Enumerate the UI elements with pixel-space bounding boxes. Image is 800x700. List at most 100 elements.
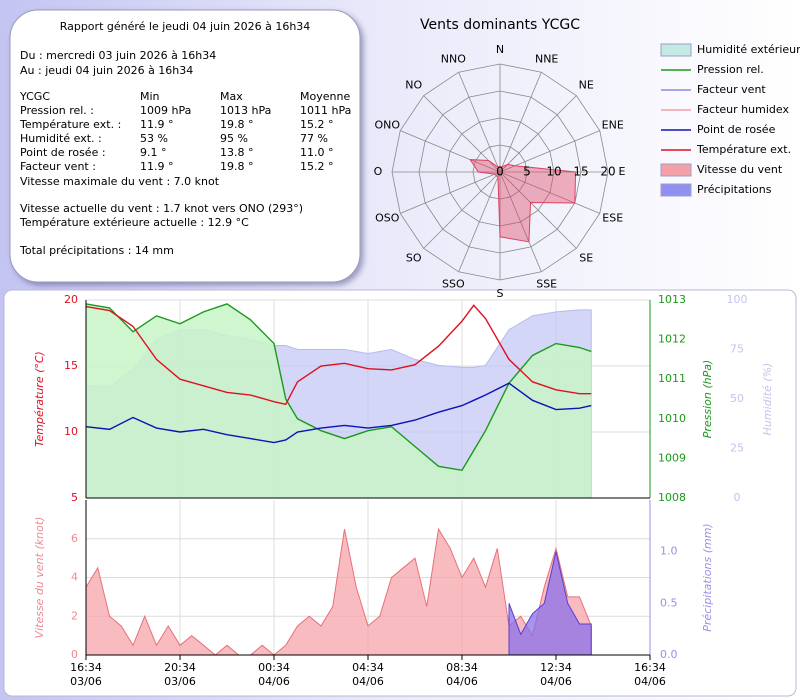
y2-tick-label: 1011: [658, 372, 686, 385]
rose-tick-label: 0: [496, 165, 504, 179]
legend-label: Précipitations: [697, 183, 772, 196]
table-header: Moyenne: [300, 90, 350, 103]
x-tick-label: 00:34 04/06: [258, 661, 290, 688]
table-cell: Humidité ext. :: [20, 132, 102, 145]
report-current-wind: Vitesse actuelle du vent : 1.7 knot vers…: [20, 202, 303, 215]
legend-swatch: [660, 43, 692, 57]
table-cell: 9.1 °: [140, 146, 167, 159]
table-header: YCGC: [19, 90, 50, 103]
table-cell: 95 %: [220, 132, 248, 145]
rose-direction: OSO: [375, 212, 400, 225]
table-header: Max: [220, 90, 243, 103]
rose-spoke: [423, 171, 501, 249]
series-line: [85, 382, 592, 444]
y-tick-label: 5: [71, 491, 78, 504]
legend-swatch: [660, 163, 692, 177]
y3-tick-label: 100: [727, 293, 748, 306]
report-title: Rapport généré le jeudi 04 juin 2026 à 1…: [60, 20, 311, 33]
y2-axis-title: Précipitations (mm): [701, 523, 714, 631]
rose-spoke: [499, 171, 577, 249]
y-tick-label: 10: [64, 425, 78, 438]
table-cell: 15.2 °: [300, 160, 334, 173]
report-current-temp: Température extérieure actuelle : 12.9 °…: [19, 216, 249, 229]
rose-direction: SE: [579, 251, 593, 264]
rose-title: Vents dominants YCGC: [420, 17, 580, 33]
rose-direction: NNE: [535, 52, 558, 65]
y2-tick-label: 1013: [658, 293, 686, 306]
y-tick-label: 20: [64, 293, 78, 306]
report-total-rain: Total précipitations : 14 mm: [19, 244, 174, 257]
rose-spoke: [423, 95, 501, 173]
table-cell: 11.9 °: [140, 118, 174, 131]
y2-tick-label: 1009: [658, 451, 686, 464]
rose-spoke: [400, 171, 501, 214]
y3-tick-label: 75: [730, 343, 744, 356]
legend-label: Humidité extérieure: [697, 43, 800, 56]
table-cell: 11.0 °: [300, 146, 334, 159]
rose-spoke: [499, 171, 542, 272]
table-cell: 19.8 °: [220, 160, 254, 173]
rose-tick-label: 20: [600, 165, 615, 179]
y2-tick-label: 0.5: [660, 596, 678, 609]
legend-label: Pression rel.: [697, 63, 764, 76]
rose-direction: SO: [406, 251, 422, 264]
table-cell: 13.8 °: [220, 146, 254, 159]
legend-label: Facteur vent: [697, 83, 766, 96]
report-from: Du : mercredi 03 juin 2026 à 16h34: [20, 49, 216, 62]
y2-tick-label: 1008: [658, 491, 686, 504]
rose-direction: NO: [405, 79, 422, 92]
table-cell: Pression rel. :: [20, 104, 94, 117]
y3-tick-label: 50: [730, 392, 744, 405]
rose-spoke: [499, 171, 600, 214]
y2-tick-label: 1012: [658, 333, 686, 346]
table-cell: 1009 hPa: [140, 104, 191, 117]
table-cell: 15.2 °: [300, 118, 334, 131]
series-line: [85, 304, 592, 406]
y-tick-label: 0: [71, 648, 78, 661]
y2-tick-label: 1.0: [660, 545, 678, 558]
x-tick-label: 04:34 04/06: [352, 661, 384, 688]
y-tick-label: 15: [64, 359, 78, 372]
x-tick-label: 08:34 04/06: [446, 661, 478, 688]
table-cell: 77 %: [300, 132, 328, 145]
legend-label: Facteur humidex: [697, 103, 789, 116]
y2-tick-label: 1010: [658, 412, 686, 425]
legend-label: Température ext.: [696, 143, 791, 156]
report-max-wind: Vitesse maximale du vent : 7.0 knot: [20, 175, 220, 188]
rose-spoke: [499, 72, 542, 173]
y3-tick-label: 25: [730, 442, 744, 455]
y-tick-label: 2: [71, 609, 78, 622]
table-cell: 11.9 °: [140, 160, 174, 173]
y-tick-label: 4: [71, 571, 78, 584]
report-to: Au : jeudi 04 juin 2026 à 16h34: [20, 64, 193, 77]
rose-spoke: [499, 130, 600, 173]
y-tick-label: 6: [71, 532, 78, 545]
rose-direction: O: [374, 165, 383, 178]
x-tick-label: 20:34 03/06: [164, 661, 196, 688]
rose-tick-label: 10: [546, 165, 561, 179]
table-cell: Température ext. :: [19, 118, 121, 131]
rose-direction: N: [496, 43, 504, 56]
rose-direction: SSE: [536, 278, 557, 291]
rose-polygon: [469, 159, 577, 243]
x-tick-label: 16:34 03/06: [70, 661, 102, 688]
rose-spoke: [499, 95, 577, 173]
table-cell: 19.8 °: [220, 118, 254, 131]
series-area: [86, 303, 592, 498]
table-cell: 1013 hPa: [220, 104, 271, 117]
y2-axis-title: Pression (hPa): [701, 360, 714, 439]
y2-tick-label: 0.0: [660, 648, 678, 661]
rose-direction: S: [497, 287, 504, 300]
rose-direction: E: [619, 165, 626, 178]
rose-direction: ESE: [602, 212, 623, 225]
y-axis-title: Vitesse du vent (knot): [33, 517, 46, 639]
rose-direction: ENE: [602, 118, 624, 131]
rose-direction: NNO: [441, 52, 466, 65]
table-header: Min: [140, 90, 160, 103]
rose-spoke: [458, 171, 501, 272]
rose-tick-label: 15: [573, 165, 588, 179]
table-cell: 53 %: [140, 132, 168, 145]
rose-direction: NE: [579, 79, 594, 92]
report-box: [9, 9, 361, 283]
